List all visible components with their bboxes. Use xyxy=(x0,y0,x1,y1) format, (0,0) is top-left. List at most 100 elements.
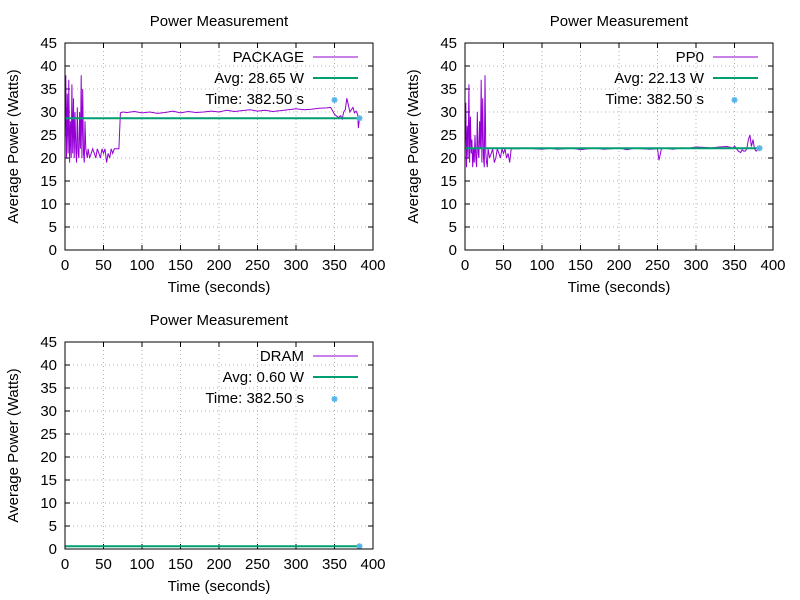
y-tick-label: 20 xyxy=(40,150,57,167)
legend: PACKAGE Avg: 28.65 W Time: 382.50 s xyxy=(205,49,358,108)
x-tick-label: 400 xyxy=(360,257,385,274)
x-tick-label: 50 xyxy=(495,257,512,274)
y-tick-label: 35 xyxy=(440,81,457,98)
chart-panel-dram: 0 50 100 150 200 250 300 350 400 0 5 10 15 20 25 30 35 40… xyxy=(5,312,386,595)
x-axis-label: Time (seconds) xyxy=(568,279,671,296)
legend-label-average: Avg: 28.65 W xyxy=(214,70,305,87)
time-marker xyxy=(356,115,363,122)
chart-title: Power Measurement xyxy=(550,13,689,30)
y-tick-label: 25 xyxy=(440,127,457,144)
legend-label-series: PACKAGE xyxy=(233,49,304,66)
x-axis-label: Time (seconds) xyxy=(168,279,271,296)
y-tick-label: 35 xyxy=(40,81,57,98)
y-tick-label: 25 xyxy=(40,426,57,443)
legend: PP0 Avg: 22.13 W Time: 382.50 s xyxy=(605,49,758,108)
legend-label-time: Time: 382.50 s xyxy=(205,91,304,108)
x-tick-label: 50 xyxy=(95,257,112,274)
y-tick-label: 30 xyxy=(40,104,57,121)
x-tick-label: 200 xyxy=(206,556,231,573)
x-tick-label: 350 xyxy=(322,257,347,274)
x-tick-label: 300 xyxy=(683,257,708,274)
plot-border xyxy=(464,42,774,251)
y-tick-label: 10 xyxy=(40,495,57,512)
y-tick-label: 10 xyxy=(440,196,457,213)
y-tick-label: 45 xyxy=(40,35,57,52)
legend: DRAM Avg: 0.60 W Time: 382.50 s xyxy=(205,348,358,407)
chart-title: Power Measurement xyxy=(150,312,289,329)
x-tick-label: 100 xyxy=(529,257,554,274)
legend-label-series: PP0 xyxy=(676,49,704,66)
time-marker-stroke xyxy=(356,543,363,550)
legend-swatch-time-stroke xyxy=(331,97,338,103)
chart-title: Power Measurement xyxy=(150,13,289,30)
chart-panel-package: 0 50 100 150 200 250 300 350 400 0 5 10 15 20 25 30 35 40… xyxy=(5,13,386,296)
x-tick-label: 50 xyxy=(95,556,112,573)
x-tick-label: 150 xyxy=(568,257,593,274)
y-tick-label: 20 xyxy=(40,449,57,466)
y-tick-label: 30 xyxy=(40,403,57,420)
y-tick-label: 5 xyxy=(449,219,457,236)
y-tick-label: 25 xyxy=(40,127,57,144)
x-tick-label: 350 xyxy=(722,257,747,274)
y-tick-label: 0 xyxy=(49,242,57,259)
y-tick-label: 20 xyxy=(440,150,457,167)
x-tick-label: 150 xyxy=(168,556,193,573)
y-tick-label: 40 xyxy=(440,58,457,75)
x-tick-label: 250 xyxy=(245,556,270,573)
legend-label-time: Time: 382.50 s xyxy=(605,91,704,108)
x-tick-label: 150 xyxy=(168,257,193,274)
y-tick-label: 40 xyxy=(40,58,57,75)
y-tick-label: 5 xyxy=(49,518,57,535)
x-tick-label: 300 xyxy=(283,257,308,274)
x-tick-label: 250 xyxy=(245,257,270,274)
legend-swatch-time-stroke xyxy=(331,396,338,402)
y-tick-label: 15 xyxy=(40,472,57,489)
y-tick-label: 0 xyxy=(49,541,57,558)
y-tick-label: 45 xyxy=(440,35,457,52)
legend-label-average: Avg: 0.60 W xyxy=(223,369,305,386)
x-tick-label: 0 xyxy=(61,556,69,573)
x-tick-label: 250 xyxy=(645,257,670,274)
y-tick-label: 5 xyxy=(49,219,57,236)
x-tick-label: 400 xyxy=(760,257,785,274)
grid xyxy=(465,43,773,250)
x-tick-label: 350 xyxy=(322,556,347,573)
y-tick-label: 30 xyxy=(440,104,457,121)
legend-label-average: Avg: 22.13 W xyxy=(614,70,705,87)
time-marker-stroke xyxy=(756,145,763,151)
time-marker xyxy=(756,145,763,152)
time-marker xyxy=(356,543,363,550)
x-tick-label: 200 xyxy=(206,257,231,274)
grid xyxy=(65,342,373,549)
x-tick-label: 0 xyxy=(61,257,69,274)
y-axis-label: Average Power (Watts) xyxy=(5,69,22,223)
y-axis-label: Average Power (Watts) xyxy=(5,368,22,522)
legend-label-time: Time: 382.50 s xyxy=(205,390,304,407)
y-tick-label: 10 xyxy=(40,196,57,213)
x-tick-label: 100 xyxy=(129,556,154,573)
series-line-package xyxy=(65,75,360,163)
y-axis-label: Average Power (Watts) xyxy=(405,69,422,223)
x-tick-label: 400 xyxy=(360,556,385,573)
legend-label-series: DRAM xyxy=(260,348,304,365)
legend-swatch-time xyxy=(331,97,338,103)
y-tick-label: 40 xyxy=(40,357,57,374)
y-tick-label: 15 xyxy=(440,173,457,190)
legend-swatch-time xyxy=(331,396,338,402)
y-tick-label: 45 xyxy=(40,334,57,351)
legend-swatch-time-stroke xyxy=(731,97,738,103)
plot-border xyxy=(64,42,374,251)
x-axis-label: Time (seconds) xyxy=(168,578,271,595)
time-marker-stroke xyxy=(356,115,363,121)
y-tick-label: 35 xyxy=(40,380,57,397)
plot-border xyxy=(64,341,374,550)
x-tick-label: 100 xyxy=(129,257,154,274)
x-tick-label: 300 xyxy=(283,556,308,573)
x-tick-label: 200 xyxy=(606,257,631,274)
grid xyxy=(65,43,373,250)
x-tick-label: 0 xyxy=(461,257,469,274)
y-tick-label: 0 xyxy=(449,242,457,259)
y-tick-label: 15 xyxy=(40,173,57,190)
legend-swatch-time xyxy=(731,97,738,103)
